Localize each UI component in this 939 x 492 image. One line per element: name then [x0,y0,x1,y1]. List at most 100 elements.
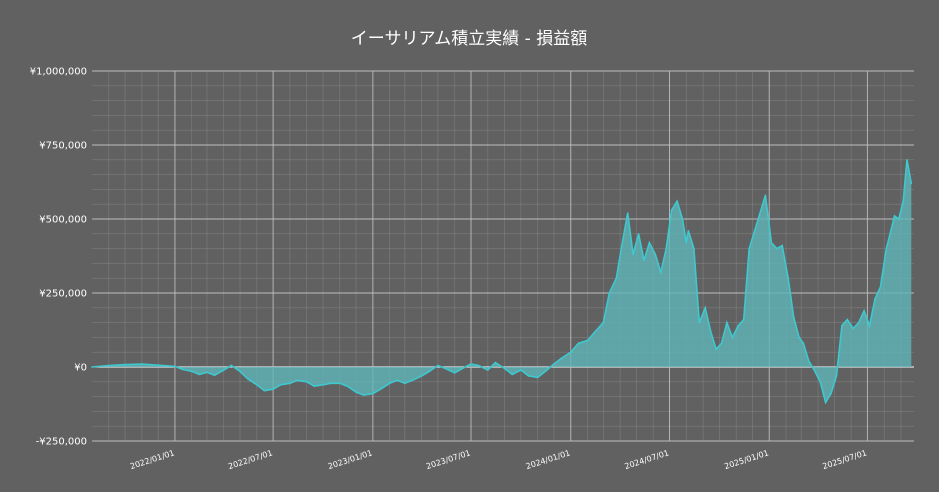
data-point [570,351,572,354]
data-point [889,233,891,235]
data-point [824,401,827,404]
data-point [602,321,605,324]
data-point [681,218,684,220]
data-point [362,394,365,396]
data-point [544,370,547,373]
series-line [91,159,913,405]
data-point [124,363,126,366]
data-point [764,194,767,197]
data-point [648,241,651,244]
data-point [372,392,374,395]
data-point [437,364,439,367]
data-point [643,259,645,262]
data-point [893,215,896,217]
data-point [246,378,249,380]
data-point [206,371,208,374]
y-tick-label: ¥250,000 [39,289,87,300]
data-point [885,247,888,250]
data-point [355,391,357,394]
data-point [781,244,783,247]
data-point [632,253,634,256]
data-point [857,321,860,324]
data-point [536,376,539,379]
data-point [346,385,349,388]
data-point [141,363,143,365]
data-point [444,367,447,370]
data-point [594,330,596,333]
data-point [819,381,821,383]
data-point [902,200,904,202]
data-point [305,381,308,383]
data-point [329,382,332,385]
data-point [687,230,690,232]
data-point [477,364,480,367]
data-point [852,327,855,330]
data-point [239,370,241,373]
data-point [263,389,266,392]
data-point [379,388,382,391]
data-point [289,382,291,385]
data-point [693,247,695,250]
data-point [898,218,900,220]
x-tick-label: 2025/01/01 [723,448,770,471]
x-tick-label: 2025/07/01 [821,448,868,471]
data-point [626,212,629,214]
data-point [494,361,497,364]
data-point [879,286,882,288]
data-point [296,379,299,382]
data-point [813,369,815,371]
data-point [846,318,849,321]
data-point [191,370,193,373]
data-point [388,382,391,385]
data-point [461,367,464,370]
data-point [608,292,611,294]
data-point [527,375,530,377]
data-point [272,388,274,391]
data-point [835,375,838,377]
data-point [753,230,756,232]
data-point [470,363,472,365]
data-point [770,241,773,244]
data-point [637,233,640,235]
x-tick-label: 2024/01/01 [525,448,572,471]
x-tick-label: 2023/07/01 [425,448,472,471]
data-point [157,364,159,367]
data-point [453,372,456,374]
data-point [255,384,258,386]
data-point [737,324,740,327]
data-point [808,360,810,362]
chart-title: イーサリアム積立実績 - 損益額 [351,29,587,49]
data-point [420,375,423,377]
data-point [676,200,678,202]
data-point [868,324,871,327]
data-point [787,277,789,280]
area-series [91,159,913,405]
data-point [709,330,712,333]
data-point [830,392,832,395]
y-tick-label: -¥250,000 [36,437,87,448]
data-point [720,342,723,345]
data-point [748,247,750,250]
data-point [654,253,657,256]
data-point [704,307,706,309]
x-tick-label: 2024/07/01 [623,448,670,471]
data-point [731,336,734,339]
data-point [906,159,908,161]
data-point [910,182,913,185]
data-point [698,321,701,324]
data-point [213,374,216,377]
y-tick-label: ¥1,000,000 [30,67,87,78]
data-point [108,364,110,367]
data-point [279,384,282,386]
y-tick-label: ¥500,000 [39,215,87,226]
y-tick-label: ¥750,000 [39,141,87,152]
data-point [339,382,341,385]
data-point [670,209,673,211]
x-tick-label: 2022/07/01 [227,448,274,471]
data-point [198,373,201,376]
data-point [685,241,688,244]
y-tick-label: ¥0 [74,363,87,374]
data-point [181,368,184,371]
data-point [396,379,399,382]
